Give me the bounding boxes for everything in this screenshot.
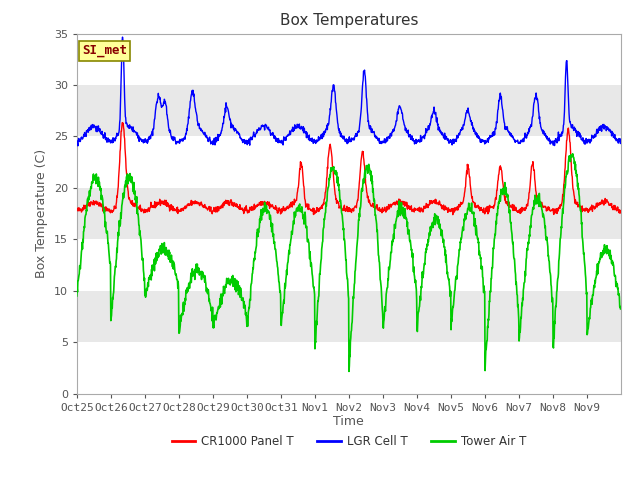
Legend: CR1000 Panel T, LGR Cell T, Tower Air T: CR1000 Panel T, LGR Cell T, Tower Air T [167,430,531,453]
Bar [77,85,621,136]
Bar [77,188,621,240]
Bar [77,291,621,342]
Text: SI_met: SI_met [82,44,127,58]
Y-axis label: Box Temperature (C): Box Temperature (C) [35,149,48,278]
X-axis label: Time: Time [333,415,364,429]
Title: Box Temperatures: Box Temperatures [280,13,418,28]
